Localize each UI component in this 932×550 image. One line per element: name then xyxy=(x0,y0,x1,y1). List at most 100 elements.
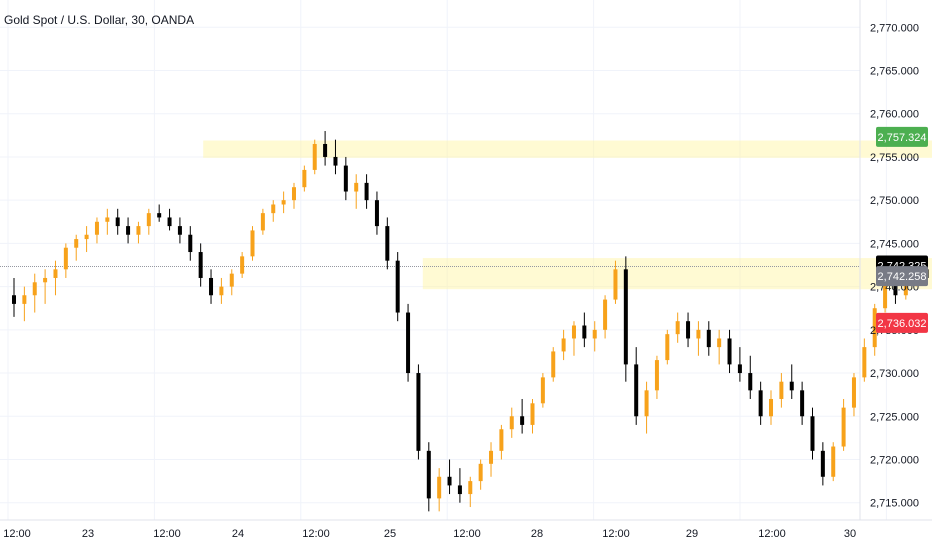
candle xyxy=(291,182,296,209)
candle-body xyxy=(520,416,525,425)
y-tick-label: 2,760.000 xyxy=(870,109,919,121)
candle xyxy=(748,355,753,399)
candle xyxy=(364,174,369,209)
candle-body xyxy=(665,334,670,361)
candle-body xyxy=(623,269,628,365)
chart-title: Gold Spot / U.S. Dollar, 30, OANDA xyxy=(4,13,194,27)
candle-body xyxy=(333,156,338,166)
candle xyxy=(250,226,255,261)
candle xyxy=(312,139,317,175)
candle-body xyxy=(53,269,58,278)
grid xyxy=(0,0,887,520)
time-axis[interactable]: 12:00 23 12:00 24 12:00 25 12:00 28 12:00 29 12:00… xyxy=(3,528,856,540)
candle xyxy=(12,277,16,317)
candle xyxy=(43,269,48,304)
candle xyxy=(447,459,452,495)
candle-body xyxy=(12,295,16,304)
candle xyxy=(634,347,639,425)
zone-resistance xyxy=(203,140,932,158)
candle-body xyxy=(385,226,390,261)
candle-body xyxy=(717,338,722,348)
candle xyxy=(530,398,535,434)
candle-body xyxy=(198,252,203,278)
zones xyxy=(203,140,932,290)
y-tick-label: 2,720.000 xyxy=(870,454,919,466)
candle xyxy=(758,381,763,425)
candle-body xyxy=(831,446,836,477)
price-axis[interactable]: 2,715.0002,720.0002,725.0002,730.0002,73… xyxy=(870,22,919,509)
candle xyxy=(831,442,836,482)
candle xyxy=(654,355,659,399)
candle xyxy=(551,347,556,382)
candle xyxy=(260,208,265,235)
candle xyxy=(333,139,338,175)
candle xyxy=(841,398,846,451)
candle xyxy=(769,390,774,425)
candle xyxy=(727,329,732,374)
candle-body xyxy=(188,234,193,253)
candle-body xyxy=(364,182,369,201)
candle xyxy=(613,260,618,304)
candle-body xyxy=(146,213,151,227)
candle xyxy=(499,424,504,460)
candle-body xyxy=(219,286,224,296)
candle-body xyxy=(758,390,763,417)
candle-body xyxy=(126,226,131,235)
x-tick-label: 12:00 xyxy=(602,528,630,540)
candle xyxy=(789,364,794,399)
candle xyxy=(644,381,649,434)
candle-body xyxy=(872,308,877,348)
y-tick-label: 2,725.000 xyxy=(870,411,919,423)
candle-body xyxy=(260,213,265,231)
candle-body xyxy=(157,213,162,218)
candle-body xyxy=(312,143,317,170)
candle-body xyxy=(737,364,742,374)
candle-body xyxy=(291,187,296,201)
candle xyxy=(343,156,348,201)
candle xyxy=(354,174,359,209)
x-tick-label: 23 xyxy=(82,528,94,540)
candle xyxy=(592,321,597,352)
price-tag-label: 2,742.258 xyxy=(878,271,927,283)
x-tick-label: 12:00 xyxy=(758,528,786,540)
candle-body xyxy=(769,398,774,417)
y-tick-label: 2,765.000 xyxy=(870,66,919,78)
candle xyxy=(302,165,307,192)
candle-body xyxy=(883,273,888,309)
candle-body xyxy=(167,217,172,227)
candle-body xyxy=(634,364,639,417)
price-tag-entry: 2,742.258 xyxy=(876,266,928,287)
candle-body xyxy=(686,321,691,339)
candle-body xyxy=(343,165,348,192)
candle xyxy=(395,252,400,322)
candle xyxy=(385,217,390,270)
candle-body xyxy=(395,260,400,313)
y-tick-label: 2,770.000 xyxy=(870,22,919,34)
candle xyxy=(665,329,670,365)
candle xyxy=(374,191,379,235)
price-tag-target: 2,757.324 xyxy=(876,126,928,147)
candle xyxy=(84,226,89,253)
candle-body xyxy=(271,204,276,214)
candle xyxy=(219,277,224,304)
candle xyxy=(509,407,514,438)
candle-body xyxy=(530,403,535,425)
y-tick-label: 2,750.000 xyxy=(870,195,919,207)
candle xyxy=(271,200,276,222)
candle xyxy=(167,208,172,231)
candle-body xyxy=(94,221,99,235)
candle-body xyxy=(22,295,27,304)
candle xyxy=(32,273,37,313)
candle xyxy=(105,208,110,235)
candle xyxy=(209,269,214,304)
candle xyxy=(520,398,525,434)
candle-body xyxy=(354,182,359,192)
candle-body xyxy=(457,485,462,495)
zone-support xyxy=(422,258,932,290)
candle xyxy=(457,468,462,503)
candle-body xyxy=(509,416,514,430)
candle xyxy=(22,286,27,322)
